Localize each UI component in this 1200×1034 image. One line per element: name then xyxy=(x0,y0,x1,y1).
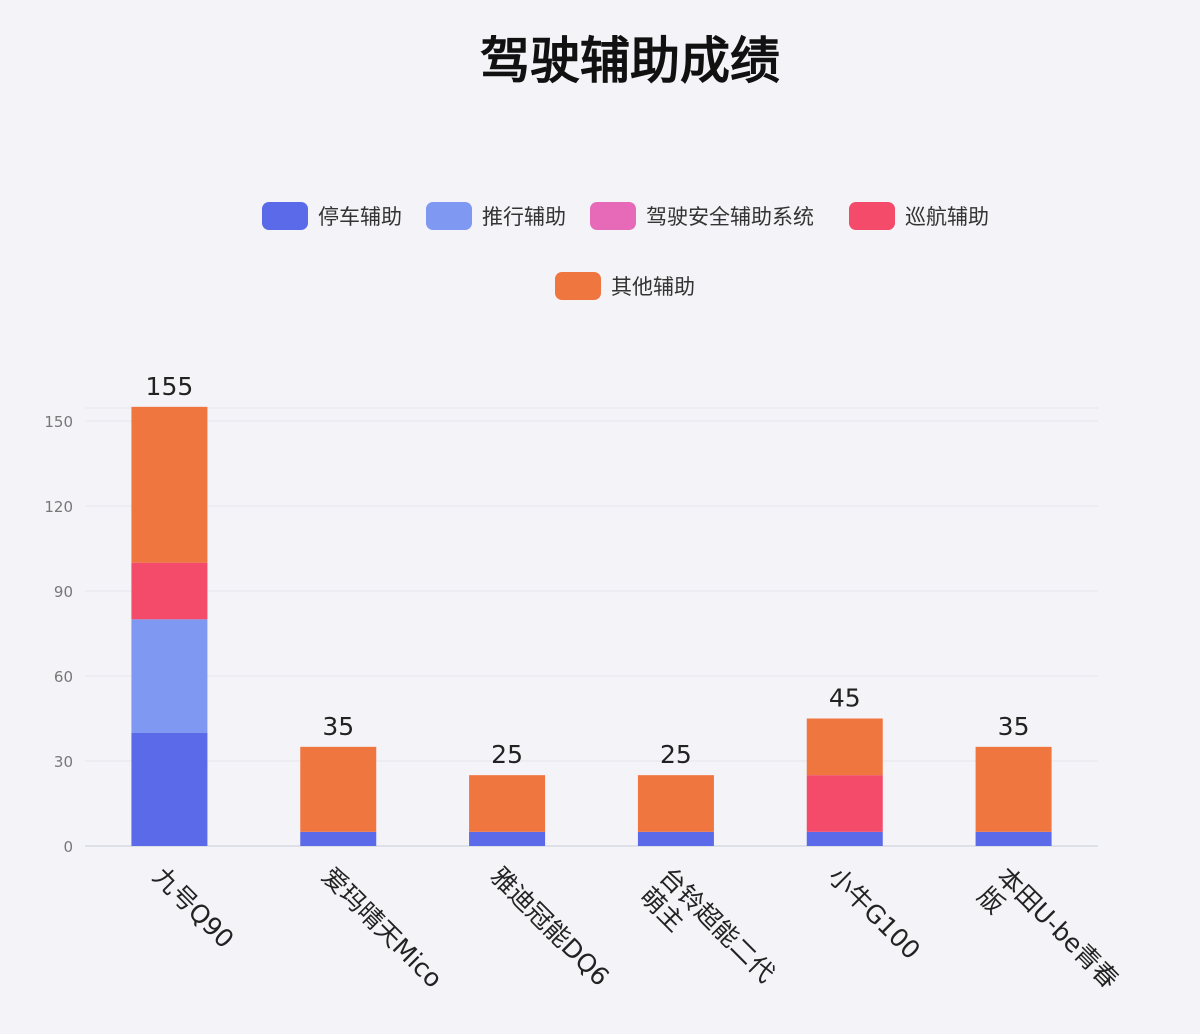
total-label: 35 xyxy=(998,712,1030,741)
legend-swatch xyxy=(426,202,472,230)
legend-swatch xyxy=(590,202,636,230)
y-tick-label: 90 xyxy=(54,583,73,601)
y-tick-label: 60 xyxy=(54,668,73,686)
bar-segment xyxy=(131,406,208,563)
y-tick-label: 0 xyxy=(63,838,73,856)
y-tick-label: 30 xyxy=(54,753,73,771)
bar-segment xyxy=(806,718,883,776)
bar-segment xyxy=(469,831,546,846)
bars xyxy=(131,406,1052,846)
legend-label: 驾驶安全辅助系统 xyxy=(646,205,814,229)
bar-segment xyxy=(806,775,883,832)
total-labels: 155 35 25 25 45 35 xyxy=(146,372,1030,769)
bar-segment xyxy=(300,831,377,846)
legend-label: 其他辅助 xyxy=(611,275,695,299)
chart-title: 驾驶辅助成绩 xyxy=(480,32,780,90)
x-tick-label-line: 雅迪冠能DQ6 xyxy=(485,862,615,992)
total-label: 25 xyxy=(491,740,523,769)
bar-segment xyxy=(131,619,208,733)
y-tick-label: 120 xyxy=(44,498,73,516)
grid-lines xyxy=(85,407,1098,847)
legend-label: 巡航辅助 xyxy=(905,205,989,229)
bar-segment xyxy=(637,775,714,832)
bar-segment xyxy=(975,831,1052,846)
y-tick-label: 150 xyxy=(44,413,73,431)
x-tick-label: 爱玛晴天Mico xyxy=(316,862,448,994)
legend-swatch xyxy=(849,202,895,230)
bar-segment xyxy=(637,831,714,846)
bar-segment xyxy=(300,746,377,832)
bar-segment xyxy=(131,732,208,846)
x-tick-label-line: 爱玛晴天Mico xyxy=(316,862,448,994)
legend-swatch xyxy=(555,272,601,300)
x-tick-label: 九号Q90 xyxy=(147,862,239,954)
bar-segment xyxy=(131,562,208,620)
total-label: 25 xyxy=(660,740,692,769)
total-label: 35 xyxy=(322,712,354,741)
x-tick-label: 小牛G100 xyxy=(823,862,926,965)
legend-label: 推行辅助 xyxy=(482,205,566,229)
bar-segment xyxy=(975,746,1052,832)
legend-label: 停车辅助 xyxy=(318,205,402,229)
total-label: 155 xyxy=(146,372,194,401)
total-label: 45 xyxy=(829,684,861,713)
y-axis: 0 30 60 90 120 150 xyxy=(44,413,73,856)
x-tick-label-line: 本田U-be青春 xyxy=(991,862,1124,995)
x-tick-label-line: 九号Q90 xyxy=(147,862,239,954)
bar-segment xyxy=(806,831,883,846)
legend-swatch xyxy=(262,202,308,230)
bar-segment xyxy=(469,775,546,832)
x-tick-label: 雅迪冠能DQ6 xyxy=(485,862,615,992)
x-tick-label-line: 小牛G100 xyxy=(823,862,926,965)
